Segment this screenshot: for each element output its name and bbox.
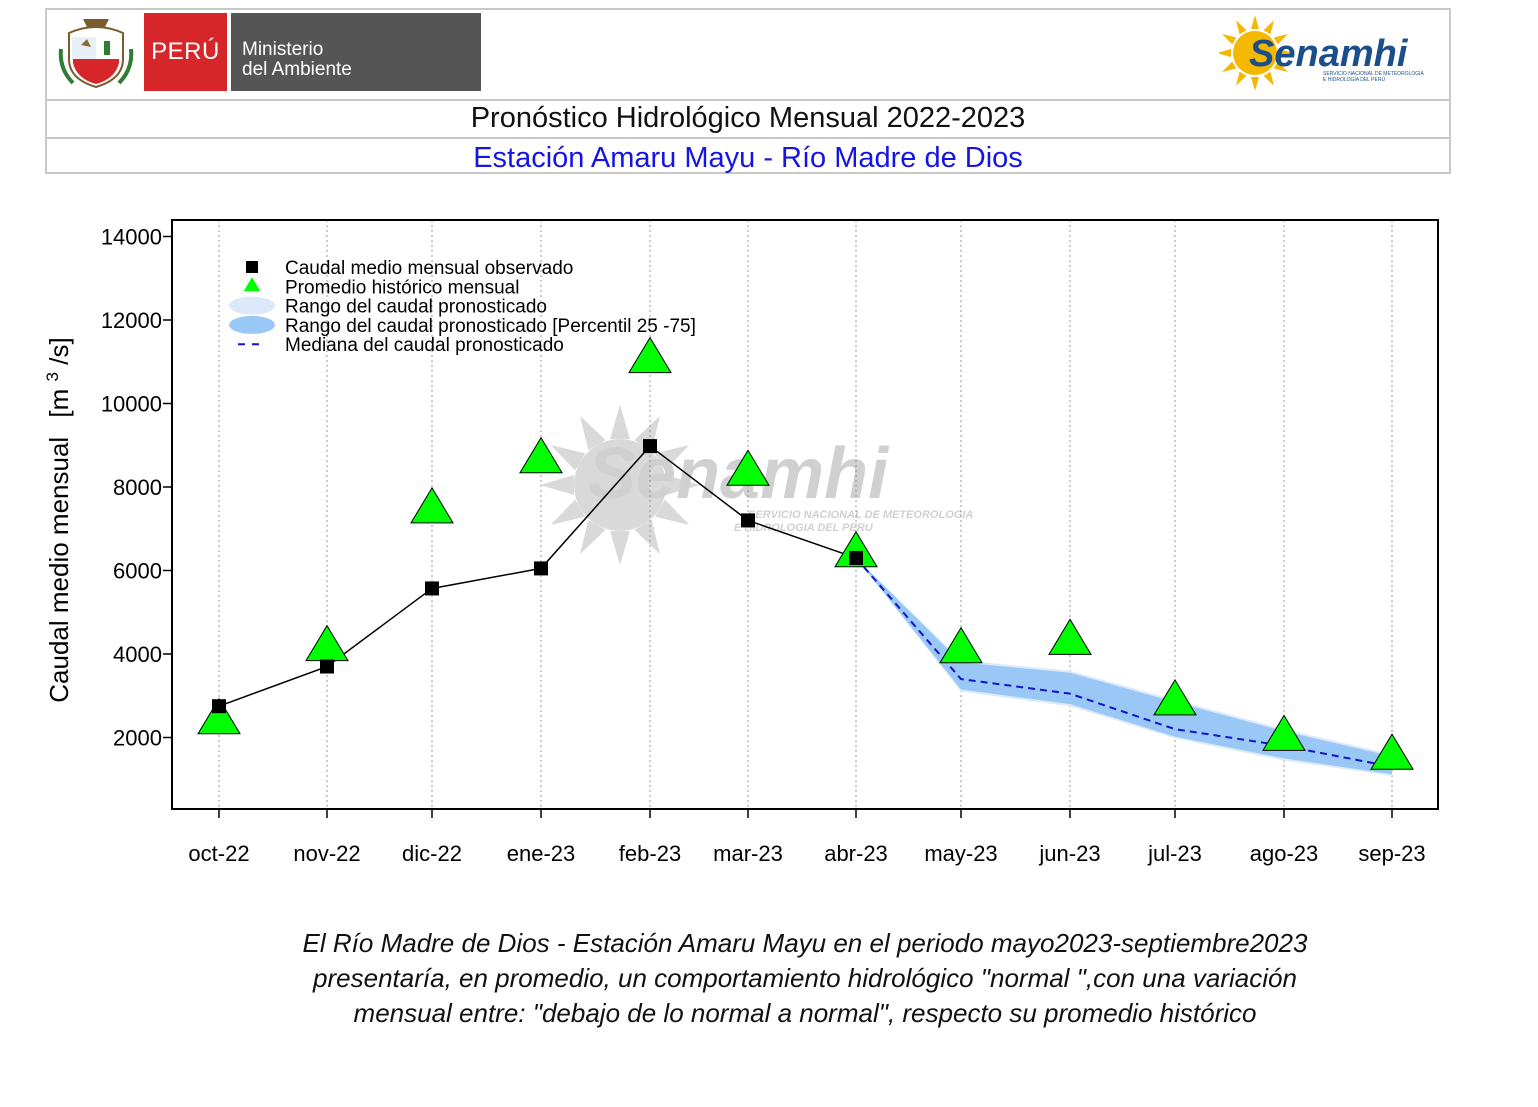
- forecast-caption: El Río Madre de Dios - Estación Amaru Ma…: [170, 926, 1440, 1031]
- legend-p25-p75-symbol: [229, 315, 275, 334]
- senamhi-tagline-2: E HIDROLOGÍA DEL PERÚ: [1323, 76, 1385, 83]
- x-tick-label: sep-23: [1358, 841, 1425, 866]
- report-header: PERÚ Ministerio del Ambiente: [45, 8, 1451, 174]
- station-subtitle: Estación Amaru Mayu - Río Madre de Dios: [473, 142, 1023, 174]
- report-title: Pronóstico Hidrológico Mensual 2022-2023: [47, 99, 1449, 139]
- y-axis-unit-close: /s]: [44, 337, 74, 364]
- x-tick-label: jun-23: [1038, 841, 1100, 866]
- senamhi-tagline-1: SERVICIO NACIONAL DE METEOROLOGÍA: [1323, 70, 1425, 77]
- watermark-sun-ray: [550, 445, 586, 471]
- legend-historical-symbol: [243, 277, 261, 292]
- legend-label: Caudal medio mensual observado: [285, 258, 573, 279]
- historical-mean-triangle: [1048, 618, 1092, 655]
- axes: oct-22 nov-22 dic-22 ene-23 feb-23 mar-23 abr-…: [101, 225, 1426, 867]
- coat-of-arms-icon: [57, 13, 135, 91]
- peru-label: PERÚ: [144, 13, 227, 91]
- hydrograph-chart: Senamhi SERVICIO NACIONAL DE METEOROLOGI…: [34, 219, 1439, 867]
- x-tick-label: abr-23: [824, 841, 888, 866]
- legend-label: Rango del caudal pronosticado [Percentil…: [285, 316, 696, 337]
- legend-label: Rango del caudal pronosticado: [285, 297, 547, 318]
- x-tick-label: may-23: [924, 841, 997, 866]
- watermark-sun-icon: [540, 405, 700, 565]
- x-tick-label: ene-23: [507, 841, 576, 866]
- y-tick-label: 4000: [113, 642, 162, 667]
- historical-mean-triangle: [197, 697, 241, 735]
- forecast-median-line: [855, 557, 1393, 768]
- logo-row: PERÚ Ministerio del Ambiente: [47, 10, 1449, 101]
- watermark-sun-ray: [666, 475, 700, 495]
- series-markers: [197, 336, 1414, 770]
- watermark-sun-ray: [580, 415, 606, 451]
- historical-mean-triangle: [726, 449, 770, 486]
- y-axis-label-text: Caudal medio mensual: [44, 437, 74, 703]
- historical-mean-triangle: [1153, 678, 1197, 716]
- historical-mean-triangle: [410, 486, 454, 524]
- watermark-sun-ray: [654, 499, 690, 525]
- watermark-sun-ray: [550, 499, 586, 525]
- watermark-sun-ray: [634, 519, 660, 555]
- legend-label: Promedio histórico mensual: [285, 277, 519, 298]
- observed-point: [534, 561, 548, 576]
- y-axis-unit-open: [m: [44, 389, 74, 418]
- y-tick-label: 12000: [101, 308, 162, 333]
- historical-mean-triangle: [305, 624, 349, 662]
- watermark-line1: SERVICIO NACIONAL DE METEOROLOGIA: [748, 509, 973, 521]
- observed-point: [643, 439, 657, 454]
- y-tick-label: 2000: [113, 726, 162, 751]
- y-tick-label: 10000: [101, 392, 162, 417]
- x-tick-label: jul-23: [1147, 841, 1202, 866]
- y-tick-label: 6000: [113, 559, 162, 584]
- historical-mean-triangle: [1262, 714, 1306, 751]
- historical-mean-triangle: [939, 626, 983, 664]
- sun-icon: [1219, 15, 1293, 91]
- historical-mean-triangle: [1370, 733, 1414, 770]
- historical-mean-triangle: [834, 530, 878, 568]
- observed-point: [849, 550, 863, 565]
- watermark-sun-ray: [610, 531, 630, 565]
- senamhi-wordmark: Senamhi: [1249, 33, 1409, 75]
- forecast-bands: [856, 557, 1392, 776]
- forecast-p25-p75-band: [856, 557, 1392, 775]
- observed-point: [425, 581, 439, 596]
- x-tick-label: mar-23: [713, 841, 783, 866]
- observed-point: [212, 699, 226, 714]
- x-tick-label: ago-23: [1250, 841, 1319, 866]
- y-axis-unit-sup: 3: [43, 372, 62, 381]
- watermark-line2: E HIDROLOGIA DEL PERU: [734, 522, 874, 534]
- legend-observed-symbol: [246, 261, 258, 273]
- caption-line2: presentaría, en promedio, un comportamie…: [313, 963, 1297, 993]
- plot-frame: [171, 219, 1439, 810]
- y-tick-label: 14000: [101, 225, 162, 250]
- observed-point: [741, 513, 755, 528]
- x-tick-label: feb-23: [619, 841, 681, 866]
- x-tick-label: oct-22: [188, 841, 249, 866]
- historical-mean-triangle: [628, 336, 672, 374]
- ministry-line2: del Ambiente: [242, 59, 352, 80]
- watermark-sun-ray: [580, 519, 606, 555]
- watermark-sun-ray: [610, 405, 630, 439]
- caption-line3: mensual entre: "debajo de lo normal a no…: [353, 998, 1257, 1028]
- y-axis-label: Caudal medio mensual [m 3 /s]: [34, 337, 74, 702]
- observed-point: [320, 659, 334, 674]
- ministry-line1: Ministerio: [242, 39, 324, 60]
- legend-range-symbol: [229, 296, 275, 315]
- x-tick-label: dic-22: [402, 841, 462, 866]
- watermark: Senamhi SERVICIO NACIONAL DE METEOROLOGI…: [540, 405, 973, 565]
- caption-line1: El Río Madre de Dios - Estación Amaru Ma…: [302, 928, 1308, 958]
- government-logo: PERÚ Ministerio del Ambiente: [57, 13, 481, 91]
- x-tick-label: nov-22: [293, 841, 360, 866]
- ministry-label: Ministerio del Ambiente: [231, 13, 481, 91]
- watermark-sun-ray: [654, 445, 690, 471]
- historical-mean-triangle: [519, 436, 563, 474]
- y-tick-label: 8000: [113, 475, 162, 500]
- senamhi-logo: Senamhi SERVICIO NACIONAL DE METEOROLOGÍ…: [1219, 15, 1425, 91]
- watermark-sun-ray: [540, 475, 574, 495]
- legend-label: Mediana del caudal pronosticado: [285, 335, 564, 356]
